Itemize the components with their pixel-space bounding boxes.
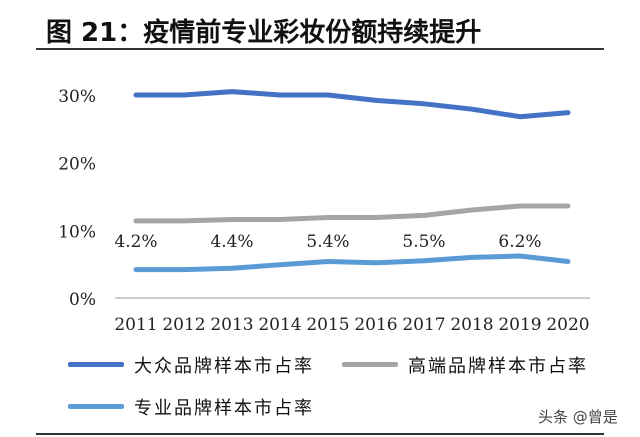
- x-tick-label: 2019: [498, 315, 541, 335]
- legend-label-mass: 大众品牌样本市占率: [134, 356, 314, 377]
- legend-item-pro: 专业品牌样本市占率: [68, 394, 318, 419]
- x-tick-label: 2012: [162, 315, 205, 335]
- data-label: 5.5%: [402, 232, 445, 252]
- x-tick-label: 2018: [450, 315, 493, 335]
- figure-header: 图 21：疫情前专业彩妆份额持续提升: [36, 6, 604, 50]
- watermark: 头条 @曾是: [538, 408, 618, 426]
- legend-item-mass: 大众品牌样本市占率: [68, 352, 318, 377]
- data-label: 4.4%: [210, 232, 253, 252]
- x-tick-label: 2013: [210, 315, 253, 335]
- y-tick-label: 20%: [58, 155, 96, 175]
- series-line-0: [133, 89, 571, 120]
- legend-item-premium: 高端品牌样本市占率: [342, 352, 602, 377]
- x-tick-label: 2016: [354, 315, 397, 335]
- x-tick-label: 2011: [114, 315, 157, 335]
- legend-swatch-pro: [68, 404, 124, 409]
- y-tick-label: 0%: [69, 290, 96, 310]
- figure-title: 图 21：疫情前专业彩妆份额持续提升: [46, 18, 482, 48]
- legend-swatch-mass: [68, 362, 124, 367]
- data-label: 6.2%: [498, 232, 541, 252]
- series-line-2: [133, 253, 571, 273]
- legend-label-pro: 专业品牌样本市占率: [134, 398, 314, 419]
- data-label: 4.2%: [114, 232, 157, 252]
- x-tick-label: 2020: [546, 315, 589, 335]
- y-tick-label: 30%: [58, 87, 96, 107]
- x-tick-label: 2014: [258, 315, 301, 335]
- data-label: 5.4%: [306, 232, 349, 252]
- legend-label-premium: 高端品牌样本市占率: [408, 356, 588, 377]
- y-tick-label: 10%: [58, 222, 96, 242]
- series-line-1: [133, 203, 571, 224]
- x-tick-label: 2017: [402, 315, 445, 335]
- x-tick-label: 2015: [306, 315, 349, 335]
- bottom-rule: [36, 433, 604, 435]
- legend-swatch-premium: [342, 362, 398, 367]
